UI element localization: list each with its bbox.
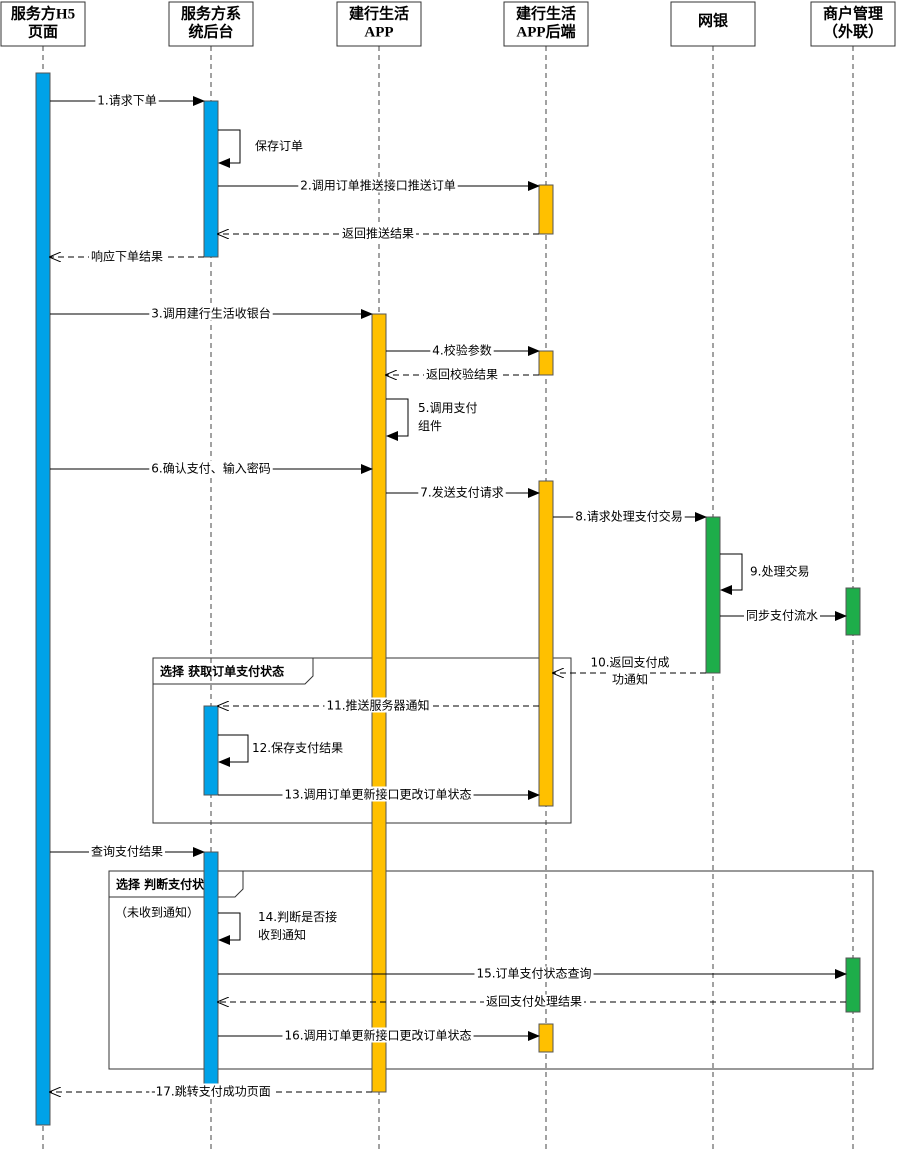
message-label: 8.请求处理支付交易	[575, 509, 682, 524]
message-label: 10.返回支付成	[590, 656, 669, 670]
message-label: 收到通知	[258, 928, 306, 942]
label-background	[418, 484, 506, 500]
activation	[538, 1023, 554, 1053]
label-background	[282, 786, 474, 802]
message-label: 功通知	[612, 673, 648, 687]
message-label: 9.处理交易	[750, 564, 809, 579]
message-label: 1.请求下单	[97, 94, 156, 108]
self-message	[720, 553, 743, 595]
fragment-label: 选择 获取订单支付状态	[160, 664, 284, 679]
message-label: 响应下单结果	[91, 249, 163, 264]
label-background	[474, 966, 594, 981]
message-label: 2.调用订单推送接口推送订单	[300, 178, 455, 193]
activation	[538, 350, 554, 376]
message-label: 保存订单	[255, 139, 303, 153]
participant-label: 统后台	[188, 22, 233, 40]
label-background	[743, 608, 821, 623]
fragment-box	[108, 870, 874, 1070]
message-label: 6.确认支付、输入密码	[151, 461, 270, 476]
activation	[203, 705, 219, 796]
message-label: 查询支付结果	[91, 845, 163, 859]
participant-box	[168, 1, 254, 47]
participant-label: （外联）	[823, 22, 883, 40]
self-message	[386, 398, 409, 441]
label-background	[430, 342, 494, 358]
message-label: 返回推送结果	[342, 226, 414, 241]
activations	[35, 72, 861, 1126]
label-background	[609, 672, 651, 687]
label-background	[588, 655, 672, 670]
message-label: 返回支付处理结果	[486, 995, 582, 1009]
activation	[845, 957, 861, 1013]
label-background	[324, 697, 432, 713]
activation	[203, 851, 219, 1086]
self-message	[218, 912, 241, 945]
participant-box	[0, 1, 86, 47]
label-background	[573, 508, 685, 524]
participant-label: 页面	[28, 23, 58, 40]
activation	[203, 100, 219, 258]
activation	[845, 587, 861, 636]
label-background	[423, 366, 501, 382]
message-label: 4.校验参数	[432, 343, 491, 358]
label-background	[149, 1083, 273, 1099]
label-background	[88, 844, 166, 859]
message-label: -17.跳转支付成功页面	[151, 1084, 270, 1099]
message-label: 同步支付流水	[746, 609, 818, 623]
message-label: 11.推送服务器通知	[326, 698, 429, 713]
label-background	[339, 225, 417, 241]
participant-label: APP后端	[516, 22, 575, 40]
label-background	[149, 460, 273, 476]
activation	[538, 480, 554, 807]
label-background	[282, 1027, 474, 1043]
message-label: 5.调用支付	[418, 401, 477, 415]
message-label: 14.判断是否接	[258, 909, 337, 924]
message-label: 返回校验结果	[426, 367, 498, 382]
self-message	[218, 129, 241, 168]
activation	[705, 516, 721, 674]
message-label: 13.调用订单更新接口更改订单状态	[284, 787, 471, 802]
activation	[35, 72, 51, 1126]
participant-label: 服务方H5	[11, 4, 75, 22]
label-background	[483, 994, 585, 1009]
message-label: 7.发送支付请求	[420, 485, 503, 500]
message-label: 16.调用订单更新接口更改订单状态	[284, 1028, 471, 1043]
participant-label: 商户管理	[823, 4, 883, 22]
fragment-guard: （未收到通知）	[115, 906, 199, 920]
participant-label: 网银	[698, 11, 729, 29]
fragment-label: 选择 判断支付状态	[116, 877, 216, 892]
activation	[538, 184, 554, 235]
participant-box	[670, 1, 756, 47]
message-label: 15.订单支付状态查询	[476, 967, 591, 981]
participant-label: 服务方系	[181, 4, 241, 22]
participant-box	[810, 1, 896, 47]
message-label: 3.调用建行生活收银台	[151, 306, 270, 321]
label-background	[298, 177, 458, 193]
participant-label: 建行生活	[516, 4, 576, 22]
label-background	[149, 305, 273, 321]
message-label: 组件	[418, 419, 442, 433]
fragment-box	[152, 657, 572, 824]
participant-box	[336, 1, 422, 47]
participant-label: APP	[364, 24, 393, 40]
label-background	[95, 93, 159, 108]
label-background	[88, 248, 166, 264]
self-message	[218, 734, 249, 767]
fragment-tab	[152, 657, 314, 685]
message-label: 12.保存支付结果	[252, 741, 343, 755]
participant-box	[503, 1, 589, 47]
participant-label: 建行生活	[349, 4, 409, 22]
